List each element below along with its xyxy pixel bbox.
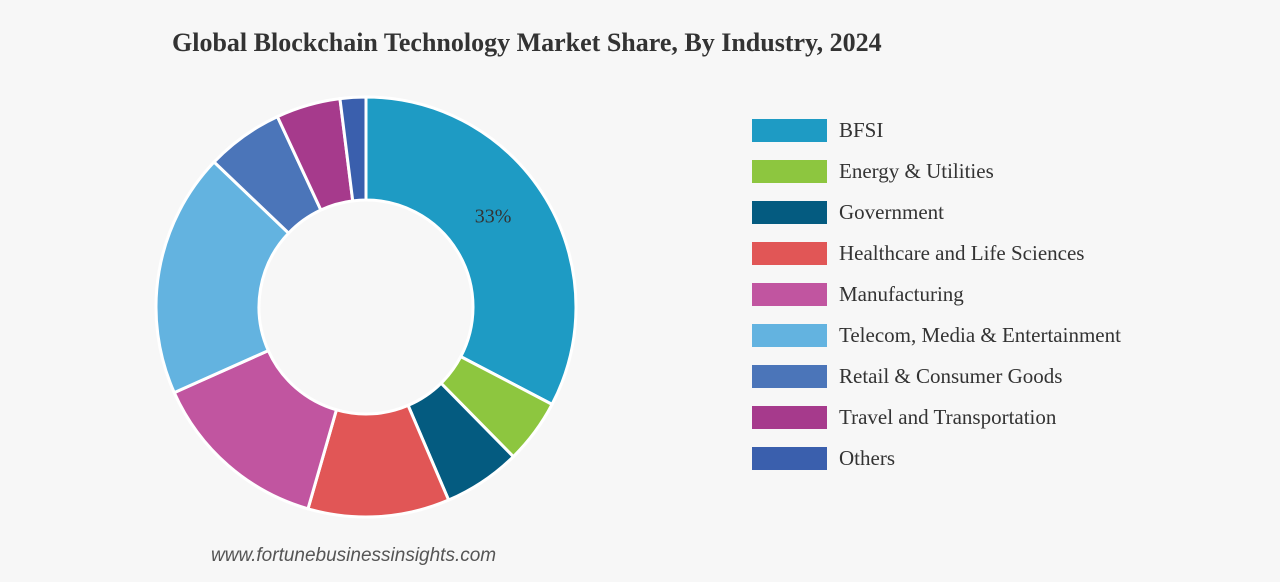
legend-swatch [752, 406, 827, 429]
legend-label: Energy & Utilities [839, 159, 994, 183]
legend-label: Healthcare and Life Sciences [839, 241, 1085, 265]
legend-label: Retail & Consumer Goods [839, 364, 1063, 388]
legend-swatch [752, 324, 827, 347]
slice-telecom-media-and-entertainment[interactable] [154, 159, 291, 395]
legend-swatch [752, 283, 827, 306]
legend-item-healthcare-and-life-sciences[interactable]: Healthcare and Life Sciences [752, 233, 1121, 274]
legend-item-manufacturing[interactable]: Manufacturing [752, 274, 1121, 315]
legend-item-travel-and-transportation[interactable]: Travel and Transportation [752, 397, 1121, 438]
donut-slices [154, 95, 578, 519]
legend-label: Government [839, 200, 944, 224]
legend-swatch [752, 365, 827, 388]
legend-item-others[interactable]: Others [752, 438, 1121, 479]
legend-item-retail-and-consumer-goods[interactable]: Retail & Consumer Goods [752, 356, 1121, 397]
chart-legend: BFSI Energy & Utilities Government Healthca… [752, 110, 1121, 479]
source-url[interactable]: www.fortunebusinessinsights.com [211, 545, 497, 566]
legend-label: Telecom, Media & Entertainment [839, 323, 1121, 347]
legend-label: Manufacturing [839, 282, 964, 306]
slice-bfsi[interactable] [364, 95, 578, 407]
chart-title: Global Blockchain Technology Market Shar… [172, 28, 882, 57]
slice-others[interactable] [338, 95, 368, 203]
legend-label: Others [839, 446, 895, 470]
legend-item-telecom-media-and-entertainment[interactable]: Telecom, Media & Entertainment [752, 315, 1121, 356]
legend-swatch [752, 447, 827, 470]
legend-item-bfsi[interactable]: BFSI [752, 110, 1121, 151]
data-label-bfsi: 33% [475, 206, 512, 228]
legend-swatch [752, 160, 827, 183]
donut-data-labels: 33% [475, 206, 512, 228]
legend-item-government[interactable]: Government [752, 192, 1121, 233]
legend-swatch [752, 201, 827, 224]
legend-swatch [752, 242, 827, 265]
legend-label: BFSI [839, 118, 884, 142]
slice-manufacturing[interactable] [172, 348, 339, 511]
legend-label: Travel and Transportation [839, 405, 1057, 429]
legend-swatch [752, 119, 827, 142]
legend-item-energy-and-utilities[interactable]: Energy & Utilities [752, 151, 1121, 192]
